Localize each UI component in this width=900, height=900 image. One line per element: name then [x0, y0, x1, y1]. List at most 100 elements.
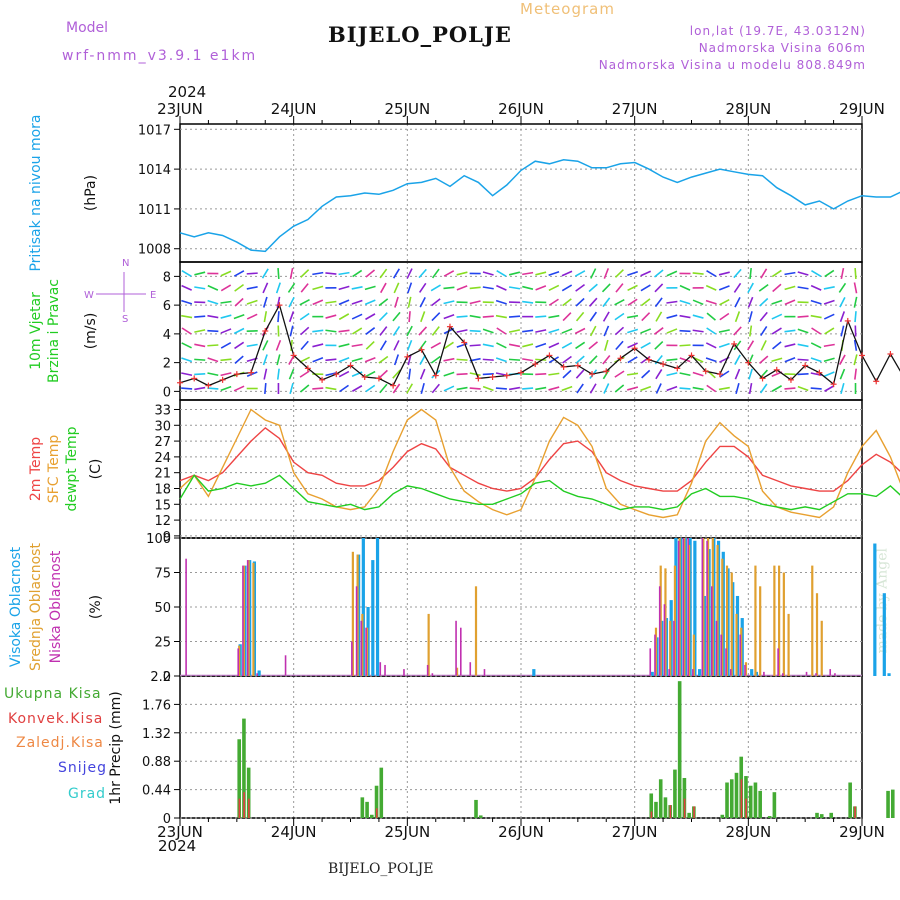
cloud-bar-low	[715, 620, 718, 676]
wind-barb	[312, 387, 324, 390]
cloud-bar-low	[701, 538, 704, 676]
cloud-bar-mid	[702, 538, 705, 676]
wind-barb	[262, 282, 269, 294]
wind-barb	[312, 343, 324, 348]
wind-barb	[456, 373, 468, 376]
cloud-bar-low	[687, 538, 689, 676]
date-label-top: 29JUN	[839, 100, 885, 118]
wind-barb	[602, 354, 611, 365]
wind-barb	[181, 284, 192, 291]
wind-barb	[365, 370, 376, 378]
wind-barb	[482, 315, 494, 318]
wind-barb	[575, 369, 585, 379]
wind-barb	[614, 312, 625, 321]
wind-barb	[748, 382, 753, 395]
wind-barb	[234, 297, 244, 307]
wind-barb	[263, 368, 268, 380]
wind-barb	[666, 270, 678, 277]
wind-barb	[640, 298, 651, 307]
wind-barb	[261, 268, 269, 279]
wind-barb	[853, 354, 858, 366]
wind-barb	[338, 370, 350, 378]
wind-barb	[759, 311, 768, 322]
precip-bar-0	[649, 793, 654, 818]
wind-barb	[797, 328, 809, 334]
wind-barb	[508, 343, 521, 348]
wind-barb	[548, 284, 560, 292]
cloud-bar-mid	[659, 565, 662, 676]
wind-barb	[338, 285, 350, 291]
wind-barb	[692, 299, 704, 306]
wind-barb	[679, 357, 691, 363]
y-tick-label: 27	[154, 435, 171, 450]
wind-barb	[575, 311, 585, 322]
wind-axis-label-1: 10m Vjetar	[28, 292, 44, 370]
wind-barb	[181, 357, 193, 363]
cloud-unit-label: (%)	[88, 595, 104, 619]
wind-barb	[406, 325, 413, 337]
wind-barb	[233, 385, 245, 392]
wind-barb	[718, 285, 730, 291]
wind-barb	[508, 358, 521, 361]
wind-barb	[522, 285, 534, 290]
wind-barb	[495, 387, 507, 390]
date-label-bottom: 27JUN	[612, 823, 658, 841]
wind-barb	[287, 282, 296, 293]
wind-barb	[576, 383, 584, 394]
wind-barb	[575, 283, 586, 292]
cloud-bar-low	[725, 648, 727, 676]
wind-barb	[408, 368, 412, 380]
wind-barb	[181, 387, 193, 390]
wind-barb	[392, 325, 401, 337]
wind-barb	[838, 282, 847, 293]
wind-barb	[733, 282, 742, 293]
date-label-bottom: 29JUN	[839, 823, 885, 841]
wind-barb	[407, 354, 412, 366]
y-tick-label: 1008	[138, 243, 171, 258]
wind-barb	[535, 373, 547, 376]
wind-barb	[654, 340, 664, 350]
wind-barb	[325, 300, 337, 304]
precip-bar-0	[734, 772, 739, 818]
wind-barb	[574, 327, 586, 335]
wind-barb	[300, 340, 309, 351]
wind-barb	[734, 354, 741, 365]
dir-legend-n: N	[122, 258, 129, 269]
wind-barb	[784, 357, 796, 363]
wind-barb	[562, 298, 572, 307]
wind-barb	[443, 371, 455, 377]
wind-barb	[406, 383, 414, 394]
wind-barb	[614, 326, 625, 336]
wind-barb	[602, 297, 611, 308]
wind-barb	[666, 372, 678, 377]
cloud-bar-low	[360, 620, 363, 676]
wind-barb	[771, 327, 782, 335]
wind-barb	[840, 267, 845, 280]
wind-barb	[561, 385, 573, 392]
wind-barb	[640, 342, 651, 349]
cloud-bar-mid	[351, 551, 354, 676]
wind-barb	[603, 383, 610, 394]
wind-barb	[431, 268, 440, 279]
precip-bar-1	[693, 806, 695, 818]
cloud-bar-mid	[782, 572, 785, 676]
wind-barb	[666, 358, 678, 362]
cloud-bar-low	[682, 538, 685, 676]
y-tick-label: 24	[154, 451, 171, 466]
temp-axis-label-1: 2m Temp	[28, 437, 44, 501]
wind-barb	[508, 286, 521, 290]
cloud-bar-mid	[721, 558, 724, 676]
cloud-bar-mid	[474, 586, 478, 676]
wind-barb	[692, 371, 704, 377]
precip-bar-1	[854, 806, 856, 818]
wind-barb	[393, 354, 400, 366]
wind-barb	[234, 355, 244, 364]
wind-barb	[364, 357, 376, 363]
wind-barb	[823, 357, 835, 363]
date-label-bottom: 24JUN	[271, 823, 317, 841]
wind-barb	[797, 271, 809, 276]
wind-barb	[603, 268, 610, 279]
wind-barb	[394, 296, 399, 308]
cloud-bar-low	[403, 669, 405, 676]
